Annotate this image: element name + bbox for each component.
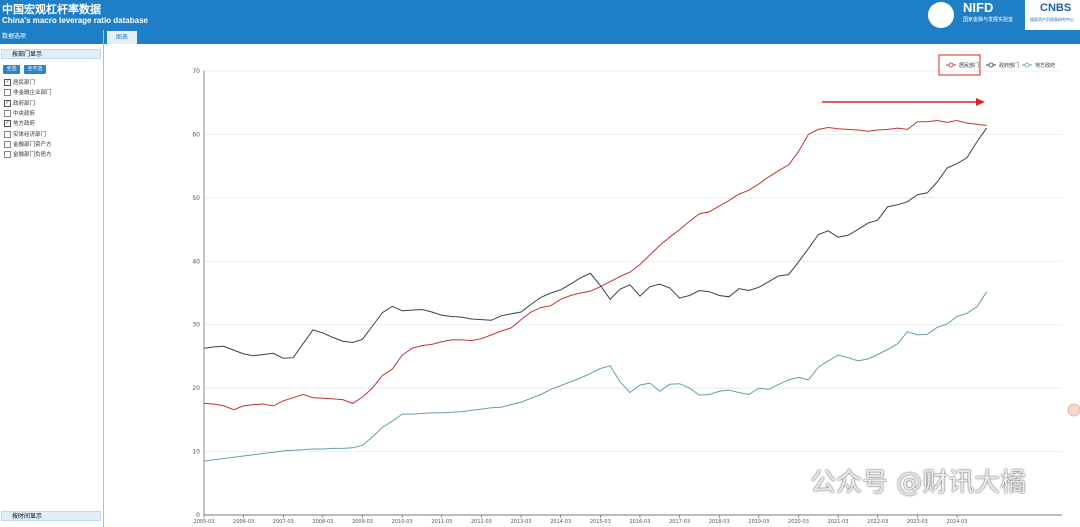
- checkbox[interactable]: ✓: [4, 79, 11, 86]
- checkbox[interactable]: [4, 151, 11, 159]
- subtitle: China's macro leverage ratio database: [2, 16, 148, 25]
- y-tick-label: 30: [192, 322, 200, 329]
- sidebar-title: 数据选项: [0, 30, 103, 44]
- header: 中国宏观杠杆率数据 China's macro leverage ratio d…: [0, 0, 1080, 30]
- x-tick-label: 2006-03: [233, 519, 254, 525]
- option: ✓ 居民部门: [4, 79, 35, 88]
- y-tick-label: 60: [192, 131, 200, 138]
- checkbox[interactable]: [4, 109, 11, 117]
- tab-bar: [0, 30, 1080, 44]
- option-label: 中央政府: [13, 110, 36, 117]
- y-tick-label: 0: [196, 512, 200, 519]
- checkbox[interactable]: ✓: [4, 99, 11, 107]
- x-tick-label: 2013-03: [511, 519, 532, 525]
- button[interactable]: 全选: [3, 65, 20, 74]
- logo-text: NIFD: [963, 0, 994, 15]
- x-tick-label: 2010-03: [392, 519, 413, 525]
- arrow-head: [976, 98, 985, 106]
- option-label: 非金融企业部门: [13, 90, 52, 97]
- option: 实体经济部门: [4, 130, 47, 140]
- sidebar: 数据选项 按部门显示 全选 全不选 ✓ 居民部门 非金融企业部门 ✓ 政府部门 中央政府 ✓…: [0, 30, 104, 527]
- option: ✓ 地方政府: [4, 120, 35, 129]
- checkbox[interactable]: ✓: [4, 120, 11, 128]
- x-tick-label: 2021-03: [828, 519, 849, 525]
- x-tick-label: 2017-03: [669, 519, 690, 525]
- button[interactable]: 全不选: [24, 65, 46, 74]
- legend-label: 居民部门: [959, 62, 979, 69]
- y-tick-label: 40: [192, 258, 200, 265]
- x-tick-label: 2009-03: [352, 519, 373, 525]
- watermark: 公众号 @财讯大橘: [810, 468, 1027, 498]
- option-label: 居民部门: [13, 80, 36, 86]
- section-title[interactable]: 按部门显示: [1, 49, 101, 59]
- logo-badge: [928, 2, 954, 28]
- option: 非金融企业部门: [4, 89, 52, 98]
- x-tick-label: 2008-03: [312, 519, 333, 525]
- y-tick-label: 50: [192, 195, 200, 202]
- checkbox[interactable]: [4, 89, 11, 97]
- y-tick-label: 70: [192, 68, 200, 75]
- avatar: [1067, 403, 1080, 417]
- section-title[interactable]: 按时间显示: [1, 511, 101, 521]
- option-label: 地方政府: [13, 121, 36, 128]
- chart: 0 10 20 30 40 50 60 70 2005-03 2006-03 2007-03 2008…: [192, 54, 1080, 525]
- tab[interactable]: 图表: [107, 31, 137, 44]
- logo-text: 国家资产负债表研究中心: [1030, 17, 1074, 22]
- x-tick-label: 2007-03: [273, 519, 294, 525]
- x-tick-label: 2024-03: [947, 519, 968, 525]
- y-tick-label: 10: [192, 449, 200, 456]
- option: 金融部门资产方: [4, 140, 52, 150]
- x-tick-label: 2020-03: [788, 519, 809, 525]
- logo-text: 国家金融与发展实验室: [963, 17, 1014, 23]
- x-tick-label: 2014-03: [550, 519, 571, 525]
- x-tick-label: 2019-03: [748, 519, 769, 525]
- legend-label: 地方政府: [1035, 62, 1055, 69]
- x-tick-label: 2005-03: [194, 519, 215, 525]
- checkbox[interactable]: [4, 140, 11, 148]
- series-line: [203, 127, 988, 359]
- highlight-box: [938, 54, 981, 76]
- x-tick-label: 2023-03: [907, 519, 928, 525]
- legend-swatch: [1024, 62, 1030, 68]
- x-tick-label: 2011-03: [431, 519, 452, 525]
- x-tick-label: 2012-03: [471, 519, 492, 525]
- logo-box: [1025, 0, 1080, 30]
- checkbox[interactable]: [4, 130, 11, 138]
- option-label: 实体经济部门: [13, 131, 47, 138]
- option: 中央政府: [4, 109, 36, 119]
- option-label: 金融部门负债方: [13, 152, 52, 159]
- logo-text: CNBS: [1040, 2, 1072, 14]
- legend-swatch: [948, 62, 954, 68]
- x-tick-label: 2015-03: [590, 519, 611, 525]
- title: 中国宏观杠杆率数据: [2, 3, 101, 16]
- series-line: [203, 291, 988, 462]
- option-label: 金融部门资产方: [13, 141, 52, 148]
- option: 金融部门负债方: [4, 151, 52, 160]
- series-line: [203, 119, 987, 411]
- option: ✓ 政府部门: [4, 99, 36, 109]
- legend-swatch: [988, 62, 994, 68]
- x-tick-label: 2022-03: [867, 519, 888, 525]
- x-tick-label: 2016-03: [629, 519, 650, 525]
- y-tick-label: 20: [192, 385, 200, 392]
- x-tick-label: 2018-03: [709, 519, 730, 525]
- option-label: 政府部门: [13, 100, 36, 107]
- legend-label: 政府部门: [999, 62, 1019, 69]
